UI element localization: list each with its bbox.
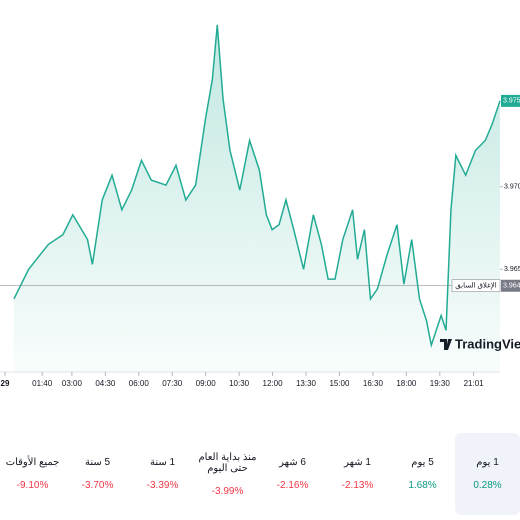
period-tab[interactable]: 5 سنة -3.70% xyxy=(65,433,130,515)
period-label: 5 سنة xyxy=(84,457,111,468)
period-change: -3.70% xyxy=(81,480,114,491)
x-tick-label: 21:01 xyxy=(464,379,485,388)
x-tick-label: 04:30 xyxy=(95,379,116,388)
period-change: -9.10% xyxy=(16,480,49,491)
x-tick-label: 13:30 xyxy=(296,379,317,388)
y-tick-label: 3.9650 xyxy=(504,266,520,273)
previous-close-title: الإغلاق السابق xyxy=(455,282,496,290)
period-tab[interactable]: 6 شهر -2.16% xyxy=(260,433,325,515)
period-label: جميع الأوقات xyxy=(5,457,60,468)
last-price-label: 3.9752 xyxy=(503,98,520,105)
period-label: 1 يوم xyxy=(476,457,499,468)
price-line xyxy=(13,24,501,349)
x-tick-label: 19:30 xyxy=(430,379,451,388)
x-tick-label: 10:30 xyxy=(229,379,250,388)
period-change: 1.68% xyxy=(408,480,437,491)
period-tabs: 1 يوم 0.28% 5 يوم 1.68% 1 شهر -2.13% 6 شهر -2.1… xyxy=(0,433,520,515)
period-tab[interactable]: 1 يوم 0.28% xyxy=(455,433,520,515)
x-tick-label: 29 xyxy=(1,379,10,388)
period-change: -3.39% xyxy=(146,480,179,491)
x-tick-label: 15:00 xyxy=(329,379,350,388)
x-tick-label: 16:30 xyxy=(363,379,384,388)
x-tick-label: 07:30 xyxy=(162,379,183,388)
period-label: 1 شهر xyxy=(344,457,371,468)
period-change: -3.99% xyxy=(211,485,244,497)
x-tick-label: 12:00 xyxy=(263,379,284,388)
period-tab[interactable]: 1 سنة -3.39% xyxy=(130,433,195,515)
previous-close-label: 3.9640 xyxy=(503,283,520,290)
period-label: 1 سنة xyxy=(149,457,176,468)
last-price-box xyxy=(501,94,520,107)
x-tick-label: 01:40 xyxy=(32,379,53,388)
x-tick-label: 09:00 xyxy=(196,379,217,388)
x-tick-label: 03:00 xyxy=(62,379,83,388)
period-tab[interactable]: جميع الأوقات -9.10% xyxy=(0,433,65,515)
period-change: -2.16% xyxy=(276,480,309,491)
period-change: 0.28% xyxy=(473,480,502,491)
period-label: منذ بداية العام حتى اليوم xyxy=(198,451,257,474)
area xyxy=(13,24,501,373)
previous-close-box xyxy=(501,279,520,292)
previous-close-title-box xyxy=(451,279,501,293)
period-tab[interactable]: 1 شهر -2.13% xyxy=(325,433,390,515)
period-change: -2.13% xyxy=(341,480,374,491)
period-label: 6 شهر xyxy=(279,457,306,468)
period-label: 5 يوم xyxy=(411,457,434,468)
x-tick-label: 18:00 xyxy=(396,379,417,388)
chart: TradingView 3.97523.96503.9700الإغلاق ال… xyxy=(0,24,520,388)
period-tab[interactable]: 5 يوم 1.68% xyxy=(390,433,455,515)
y-tick-label: 3.9700 xyxy=(504,184,520,191)
period-tab[interactable]: منذ بداية العام حتى اليوم -3.99% xyxy=(195,433,260,515)
x-tick-label: 06:00 xyxy=(129,379,150,388)
